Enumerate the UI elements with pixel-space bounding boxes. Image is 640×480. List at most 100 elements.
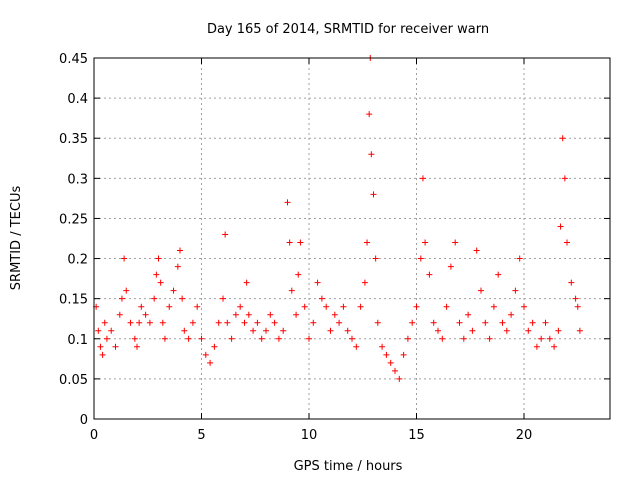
data-point (336, 319, 343, 326)
data-point (228, 335, 235, 342)
x-tick-label: 0 (90, 428, 98, 443)
data-point (372, 255, 379, 262)
data-point (465, 311, 472, 318)
data-point (529, 319, 536, 326)
data-point (177, 247, 183, 254)
data-point (409, 319, 416, 326)
data-point (435, 327, 441, 334)
data-point (344, 327, 351, 334)
y-tick-label: 0.25 (59, 212, 88, 227)
data-point (419, 175, 426, 182)
data-point (121, 255, 128, 262)
y-tick-label: 0.3 (67, 172, 88, 187)
data-point (413, 303, 420, 310)
data-point (521, 303, 527, 310)
data-point (237, 303, 244, 310)
data-point (101, 319, 108, 326)
data-point (198, 335, 205, 342)
x-axis-label: GPS time / hours (294, 459, 403, 474)
data-point (327, 327, 334, 334)
data-point (495, 271, 502, 278)
data-point (116, 311, 123, 318)
data-point (370, 191, 377, 198)
x-tick-label: 15 (408, 428, 425, 443)
data-point (179, 295, 186, 302)
data-point (499, 319, 506, 326)
data-point (538, 335, 545, 342)
data-point (439, 335, 446, 342)
data-point (243, 279, 250, 286)
data-point (118, 295, 125, 302)
data-point (138, 303, 145, 310)
data-point (97, 343, 104, 350)
data-point (533, 343, 540, 350)
data-point (574, 303, 581, 310)
data-point (220, 295, 226, 302)
data-point (561, 175, 568, 182)
data-point (404, 335, 411, 342)
x-tick-label: 20 (516, 428, 533, 443)
data-point (447, 263, 454, 270)
data-point (546, 335, 553, 342)
data-point (568, 279, 575, 286)
data-point (286, 239, 293, 246)
data-point (374, 319, 381, 326)
data-point (136, 319, 143, 326)
data-point (224, 319, 231, 326)
data-point (222, 231, 229, 238)
data-point (258, 335, 265, 342)
data-point (207, 359, 214, 366)
data-point (542, 319, 549, 326)
data-point (443, 303, 450, 310)
data-point (123, 287, 130, 294)
chart-title: Day 165 of 2014, SRMTID for receiver war… (207, 22, 489, 37)
data-point (232, 311, 239, 318)
y-tick-label: 0 (80, 413, 88, 428)
data-point (557, 223, 564, 230)
data-point (422, 239, 429, 246)
data-point (576, 327, 583, 334)
data-point (353, 343, 360, 350)
y-tick-label: 0.35 (59, 132, 88, 147)
data-point (134, 343, 140, 350)
data-point (185, 335, 192, 342)
data-point (555, 327, 562, 334)
y-tick-label: 0.2 (67, 253, 88, 268)
data-point (95, 327, 102, 334)
data-point (250, 327, 257, 334)
data-point (469, 327, 476, 334)
data-point (460, 335, 467, 342)
data-point (366, 111, 373, 118)
data-point (357, 303, 364, 310)
y-tick-label: 0.05 (59, 373, 88, 388)
data-point (482, 319, 489, 326)
data-point (271, 319, 278, 326)
data-point (323, 303, 330, 310)
data-point (153, 271, 160, 278)
data-point (131, 335, 138, 342)
data-point (254, 319, 261, 326)
data-point (284, 199, 291, 206)
data-point (383, 351, 390, 358)
data-point (297, 239, 304, 246)
data-point (157, 279, 164, 286)
data-point (159, 319, 166, 326)
data-point (512, 287, 519, 294)
data-point (189, 319, 196, 326)
data-point (392, 367, 398, 374)
x-tick-label: 5 (197, 428, 205, 443)
data-point (456, 319, 463, 326)
data-point (417, 255, 424, 262)
data-point (490, 303, 497, 310)
axis-ticks: 0 0.05 0.1 0.15 0.2 0.25 0.3 0.35 0.4 0.45 0 5 10 15 2… (59, 52, 610, 443)
data-point (142, 311, 149, 318)
data-point (306, 335, 312, 342)
data-point (181, 327, 188, 334)
data-point (127, 319, 134, 326)
plot-frame (93, 57, 611, 420)
data-point (368, 151, 375, 158)
data-point (310, 319, 317, 326)
data-point (170, 287, 177, 294)
data-point (379, 343, 386, 350)
y-tick-label: 0.15 (59, 293, 88, 308)
